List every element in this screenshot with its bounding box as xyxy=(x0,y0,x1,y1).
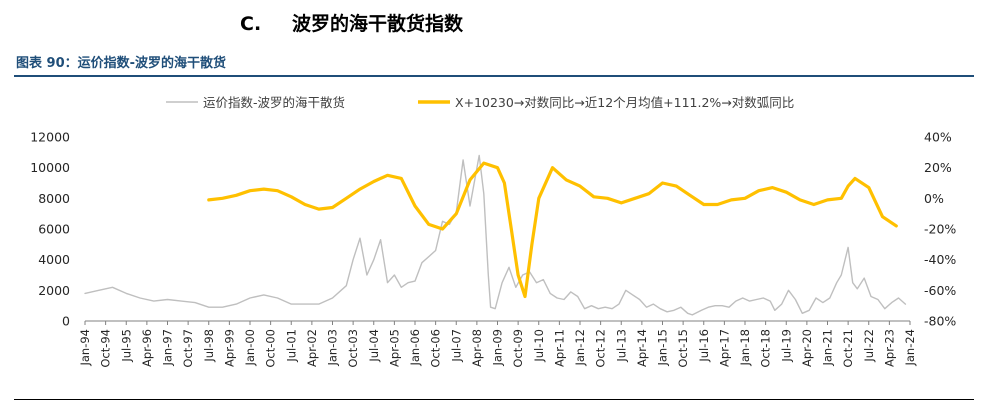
x-tick-label: Oct-06 xyxy=(429,329,443,368)
series-line-cycle xyxy=(207,161,898,299)
x-tick-label: Apr-02 xyxy=(305,329,319,367)
x-tick-label: Jan-09 xyxy=(491,329,505,367)
x-tick-label: Jan-06 xyxy=(408,329,422,367)
x-tick-label: Oct-97 xyxy=(181,329,195,368)
x-tick-label: Oct-09 xyxy=(511,329,525,368)
x-tick-label: Jul-16 xyxy=(697,329,711,363)
x-tick-label: Oct-00 xyxy=(264,329,278,368)
y-right-tick-label: 0% xyxy=(924,191,944,206)
y-right-tick-label: -60% xyxy=(924,283,956,298)
series-bdi xyxy=(84,154,907,316)
x-tick-label: Jul-95 xyxy=(119,329,133,363)
y-axis-right: -80% -60% -40% -20% 0% 20% 40% xyxy=(924,130,956,329)
x-tick-label: Jan-21 xyxy=(821,329,835,367)
y-right-tick-label: -80% xyxy=(924,314,956,329)
x-tick-label: Jan-97 xyxy=(161,329,175,367)
chart-legend: 运价指数-波罗的海干散货 X+10230→对数同比→近12个月均值+111.2%… xyxy=(166,95,794,110)
y-left-tick-label: 0 xyxy=(62,314,70,329)
legend-label-bdi: 运价指数-波罗的海干散货 xyxy=(203,95,345,110)
series-cycle xyxy=(207,161,898,299)
x-tick-label: Apr-14 xyxy=(635,329,649,367)
x-tick-label: Jul-22 xyxy=(862,329,876,363)
x-tick-label: Oct-03 xyxy=(346,329,360,368)
x-tick-label: Apr-20 xyxy=(800,329,814,367)
x-tick-label: Apr-17 xyxy=(717,329,731,367)
x-tick-label: Apr-08 xyxy=(470,329,484,367)
y-right-tick-label: 40% xyxy=(924,130,952,145)
x-tick-label: Jul-19 xyxy=(779,329,793,363)
y-left-tick-label: 4000 xyxy=(38,252,70,267)
section-number: C. xyxy=(240,13,262,35)
y-left-tick-label: 8000 xyxy=(38,191,70,206)
y-left-tick-label: 2000 xyxy=(38,283,70,298)
x-tick-label: Oct-12 xyxy=(594,329,608,368)
x-tick-label: Jul-07 xyxy=(449,329,463,363)
x-tick-label: Jan-15 xyxy=(656,329,670,367)
x-tick-label: Apr-99 xyxy=(222,329,236,367)
figure-caption: 图表 90：运价指数-波罗的海干散货 xyxy=(16,56,227,71)
x-tick-label: Jan-12 xyxy=(573,329,587,367)
x-tick-label: Apr-11 xyxy=(552,329,566,367)
y-axis-left: 0 2000 4000 6000 8000 10000 12000 xyxy=(30,130,70,329)
section-title: 波罗的海干散货指数 xyxy=(292,13,464,35)
caption-divider xyxy=(14,75,974,77)
x-tick-label: Oct-94 xyxy=(99,329,113,368)
x-tick-label: Jan-03 xyxy=(326,329,340,367)
x-tick-label: Apr-05 xyxy=(387,329,401,367)
x-tick-label: Oct-18 xyxy=(759,329,773,368)
x-tick-label: Jan-94 xyxy=(78,329,92,367)
section-heading: C. 波罗的海干散货指数 xyxy=(240,9,463,36)
x-tick-label: Oct-15 xyxy=(676,329,690,368)
y-right-tick-label: -20% xyxy=(924,222,956,237)
x-tick-label: Jul-13 xyxy=(614,329,628,363)
y-left-tick-label: 10000 xyxy=(30,160,70,175)
legend-label-cycle: X+10230→对数同比→近12个月均值+111.2%→对数弧同比 xyxy=(455,95,794,110)
y-left-tick-label: 12000 xyxy=(30,130,70,145)
x-tick-label: Jul-04 xyxy=(367,329,381,363)
series-line-bdi xyxy=(84,154,907,316)
x-tick-label: Jul-01 xyxy=(284,329,298,363)
x-tick-label: Oct-21 xyxy=(841,329,855,368)
y-left-tick-label: 6000 xyxy=(38,222,70,237)
x-tick-label: Jan-18 xyxy=(738,329,752,367)
bottom-divider xyxy=(14,399,974,400)
x-tick-label: Apr-23 xyxy=(882,329,896,367)
x-tick-label: Apr-96 xyxy=(140,329,154,367)
y-right-tick-label: -40% xyxy=(924,252,956,267)
x-tick-label: Jul-98 xyxy=(202,329,216,363)
x-tick-label: Jul-10 xyxy=(532,329,546,363)
x-axis-ticks: Jan-94 Oct-94 Jul-95 Apr-96 Jan-97 Oct-97 Jul-… xyxy=(78,321,917,368)
x-tick-label: Jan-00 xyxy=(243,329,257,367)
y-right-tick-label: 20% xyxy=(924,160,952,175)
x-tick-label: Jan-24 xyxy=(903,329,917,367)
